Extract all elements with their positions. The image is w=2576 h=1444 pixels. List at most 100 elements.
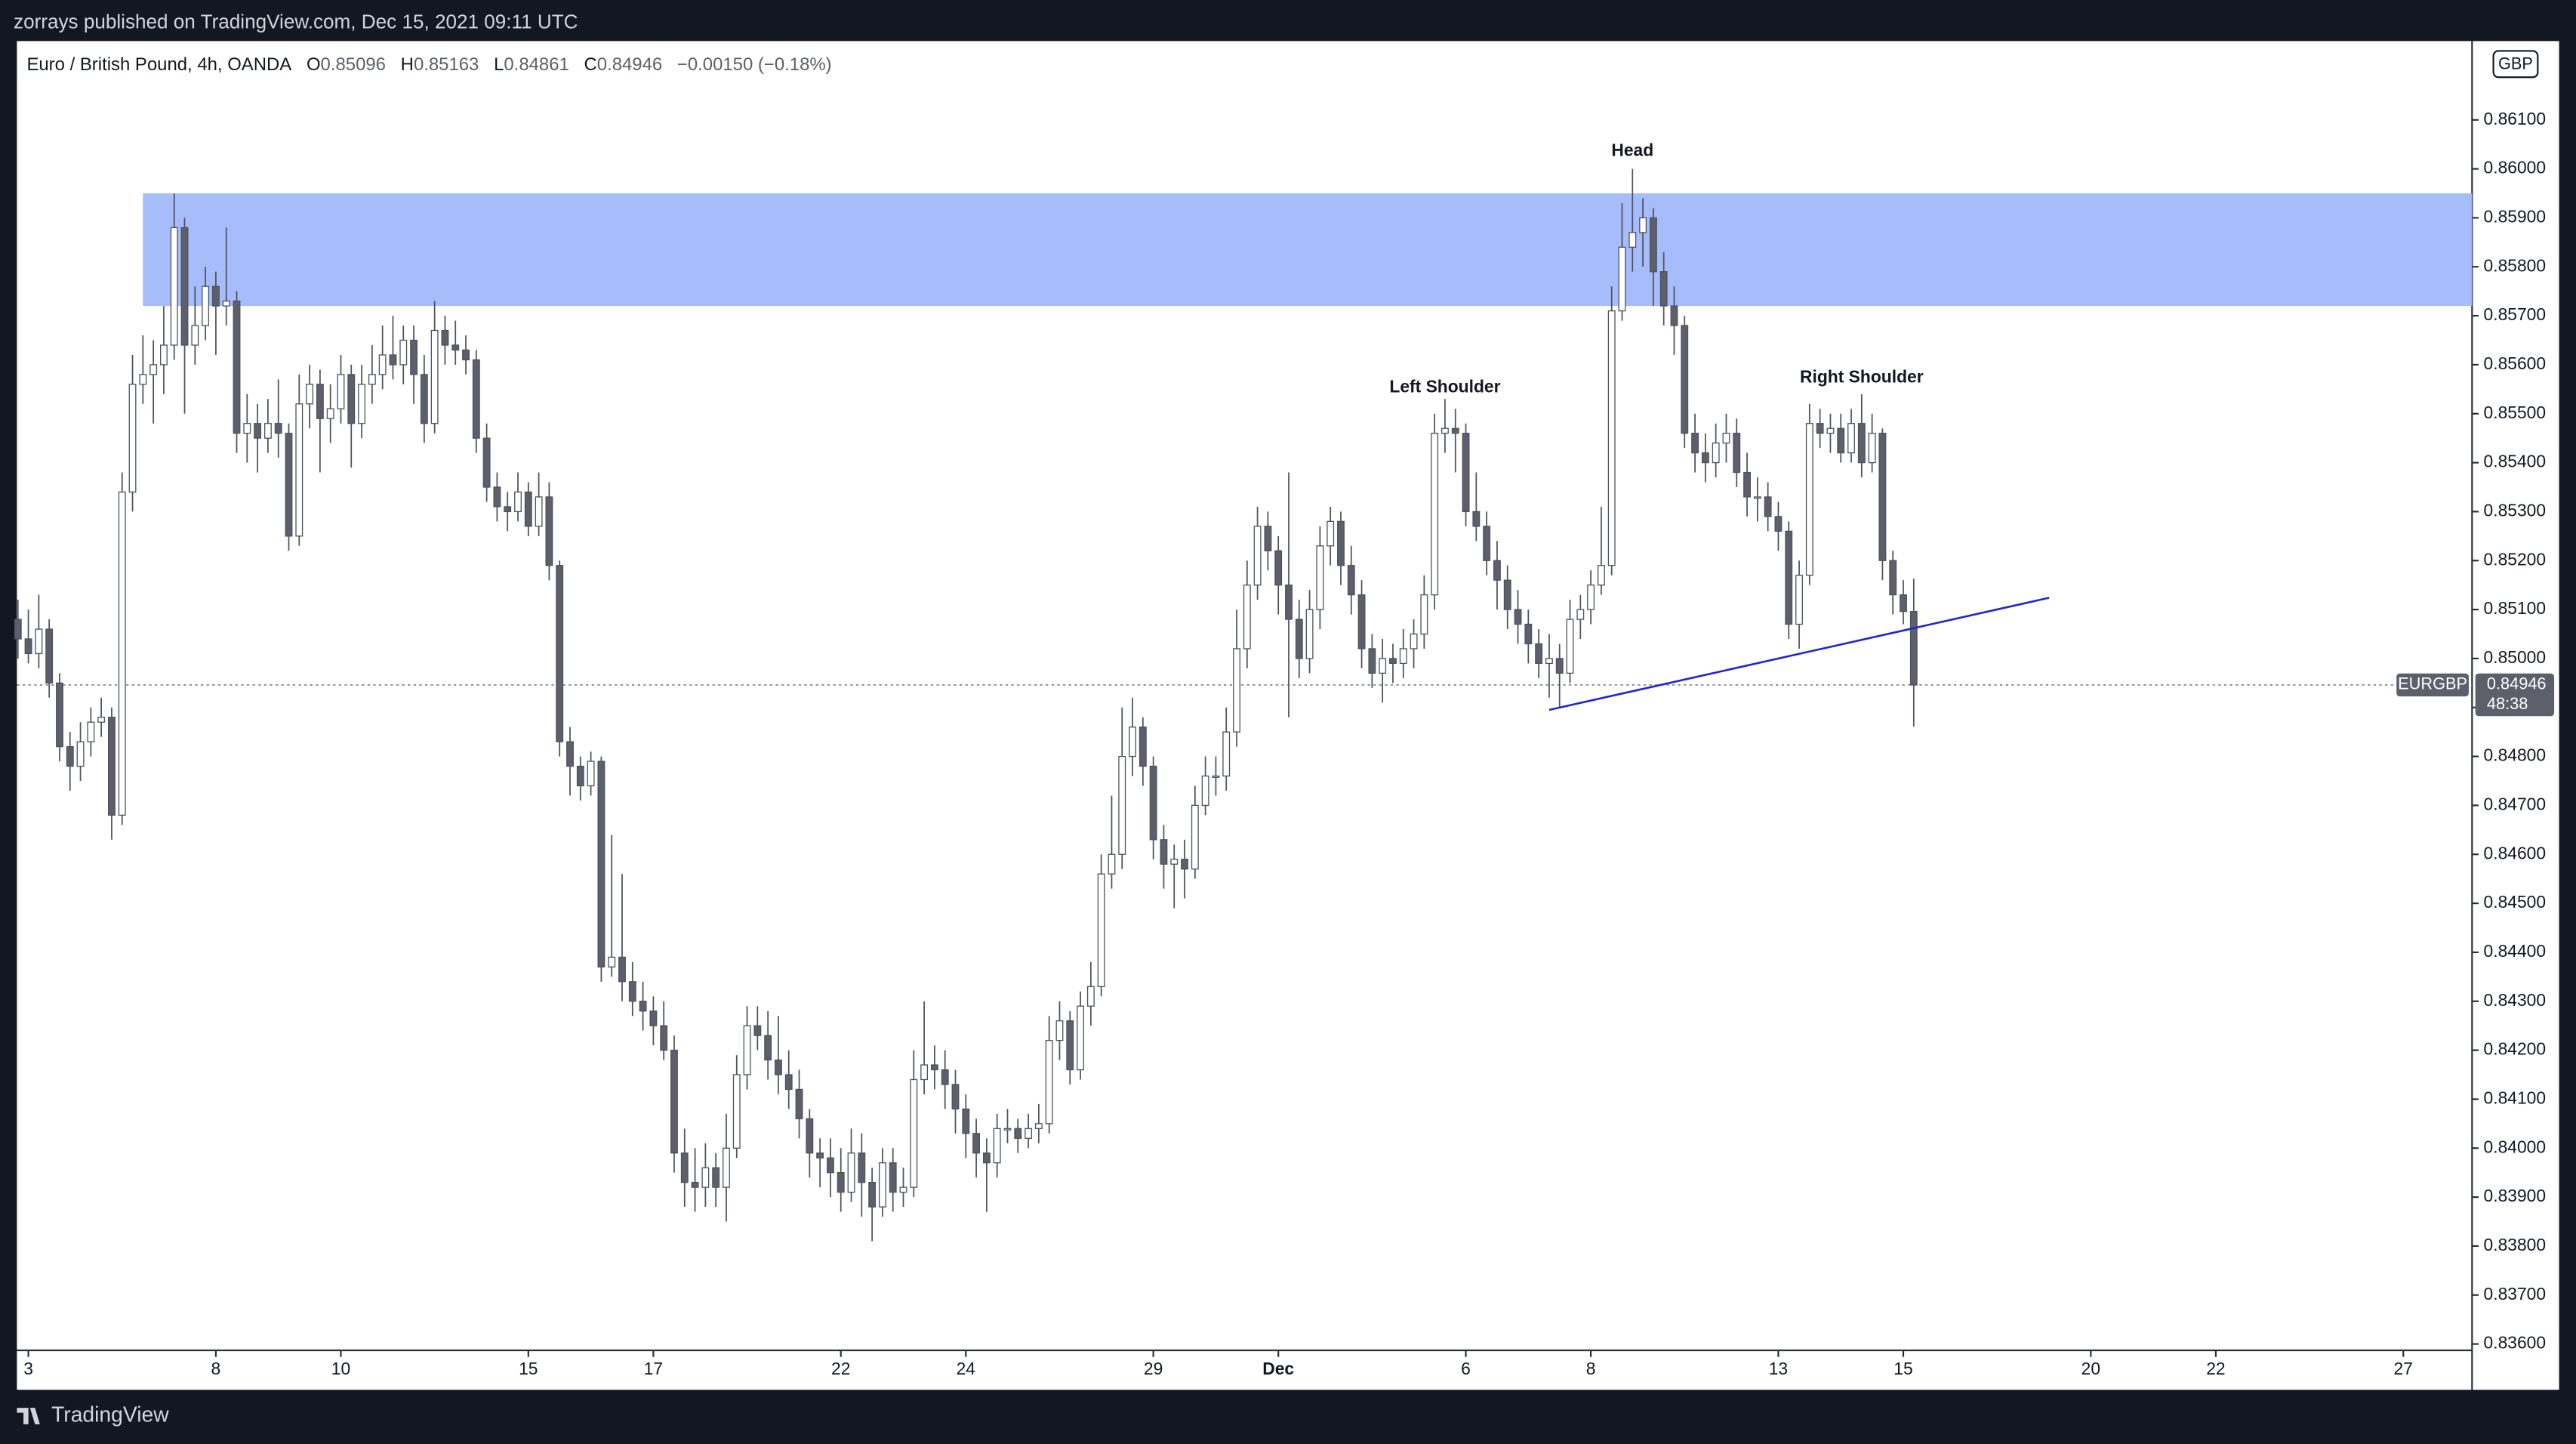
y-tick-label: 0.85000	[2484, 647, 2547, 667]
candle-body	[24, 638, 32, 655]
candle-body	[108, 717, 116, 816]
candle-body	[451, 344, 460, 351]
x-tick-label: 20	[2081, 1359, 2100, 1378]
candle-body	[1493, 560, 1501, 581]
candle-body	[160, 344, 168, 366]
candle-body	[504, 506, 512, 513]
candle-body	[1253, 526, 1262, 586]
candle-body	[1535, 643, 1543, 665]
candle-body	[378, 354, 387, 375]
candle-body	[1441, 427, 1449, 434]
x-tick-label: 22	[831, 1359, 850, 1378]
candle-body	[618, 956, 626, 983]
trendline	[1548, 597, 2050, 711]
footer-brand: TradingView	[51, 1402, 169, 1426]
candle-body	[430, 329, 439, 424]
currency[interactable]: GBP	[2498, 54, 2533, 73]
candle-body	[118, 491, 126, 816]
candle-body	[1514, 609, 1522, 625]
x-tick-label: 8	[211, 1359, 221, 1378]
candle-body	[784, 1074, 793, 1091]
candle-body	[1316, 545, 1324, 610]
candle-body	[514, 491, 522, 513]
candle-body	[628, 981, 636, 1002]
y-tick-label: 0.86100	[2484, 109, 2547, 128]
y-tick-label: 0.84500	[2484, 892, 2547, 912]
ohlc-value: 0.84946	[597, 54, 662, 75]
candle-body	[1118, 755, 1126, 855]
candle-body	[1837, 427, 1845, 454]
price-tag-label: 0.84946	[2487, 674, 2547, 693]
candle-body	[951, 1084, 960, 1110]
candle-body	[1379, 658, 1387, 674]
candle-body	[1816, 423, 1824, 434]
y-tick-label: 0.85500	[2484, 403, 2547, 422]
candle-body	[1681, 325, 1689, 434]
candle-body	[1785, 530, 1793, 625]
candle-body	[202, 285, 210, 326]
x-tick-label: 15	[519, 1359, 538, 1378]
y-tick-label: 0.84600	[2484, 843, 2547, 862]
candle-body	[1795, 575, 1803, 625]
candle-body	[1826, 427, 1835, 434]
candle-body	[827, 1157, 834, 1174]
x-tick-label: Dec	[1262, 1359, 1294, 1378]
y-tick-label: 0.85400	[2484, 452, 2547, 471]
candle-body	[1462, 433, 1470, 513]
price-tag	[2475, 673, 2555, 717]
candle-body	[285, 433, 293, 537]
candle-body	[191, 325, 199, 346]
candle-body	[764, 1035, 772, 1061]
candle-body	[56, 682, 63, 748]
candle-body	[493, 486, 501, 508]
candle-body	[920, 1064, 929, 1081]
candle-body	[1097, 873, 1105, 987]
y-tick-label: 0.83700	[2484, 1284, 2547, 1304]
currency-box[interactable]	[2492, 50, 2539, 79]
candle-body	[1055, 1020, 1064, 1041]
candle-body	[1243, 585, 1251, 649]
x-tick-label: 17	[644, 1359, 663, 1378]
candle-body	[1628, 232, 1637, 248]
candle-body	[1597, 565, 1605, 586]
candle-body	[1420, 594, 1428, 635]
x-tick-label: 13	[1769, 1359, 1788, 1378]
candle-body	[566, 741, 574, 767]
candle-body	[972, 1133, 981, 1154]
candle-body	[524, 491, 532, 527]
candle-body	[1305, 609, 1314, 659]
candle-body	[1108, 853, 1116, 875]
candle-body	[1566, 619, 1574, 674]
ohlc-value: 0.85096	[321, 54, 386, 75]
candle-body	[316, 384, 324, 419]
candle-body	[1659, 271, 1668, 307]
candle-body	[368, 374, 376, 385]
candle-body	[1639, 217, 1647, 233]
y-tick-label: 0.85300	[2484, 500, 2547, 520]
candle-body	[263, 423, 272, 439]
candle-body	[837, 1172, 845, 1193]
candle-body	[1900, 594, 1907, 612]
candle-body	[1607, 310, 1616, 566]
candle-body	[1014, 1128, 1022, 1139]
x-tick-label: 6	[1461, 1359, 1471, 1378]
annotation: Left Shoulder	[1389, 376, 1500, 396]
y-tick-label: 0.85900	[2484, 206, 2547, 226]
candle-body	[910, 1078, 918, 1188]
candle-body	[670, 1049, 678, 1154]
candle-body	[1066, 1020, 1074, 1071]
ohlc-label: O	[307, 54, 321, 75]
candle-body	[87, 721, 95, 742]
candle-body	[1368, 648, 1376, 674]
candle-body	[1472, 511, 1481, 527]
published-line: zorrays published on TradingView.com, De…	[14, 10, 578, 32]
candle-body	[639, 1001, 647, 1012]
candle-body	[723, 1147, 730, 1188]
candle-body	[337, 374, 345, 409]
x-tick-label: 15	[1893, 1359, 1912, 1378]
candle-body	[660, 1025, 668, 1051]
x-tick-label: 27	[2394, 1359, 2413, 1378]
candle-body	[1431, 433, 1439, 596]
candle-body	[1545, 658, 1553, 665]
candle-body	[732, 1074, 741, 1149]
